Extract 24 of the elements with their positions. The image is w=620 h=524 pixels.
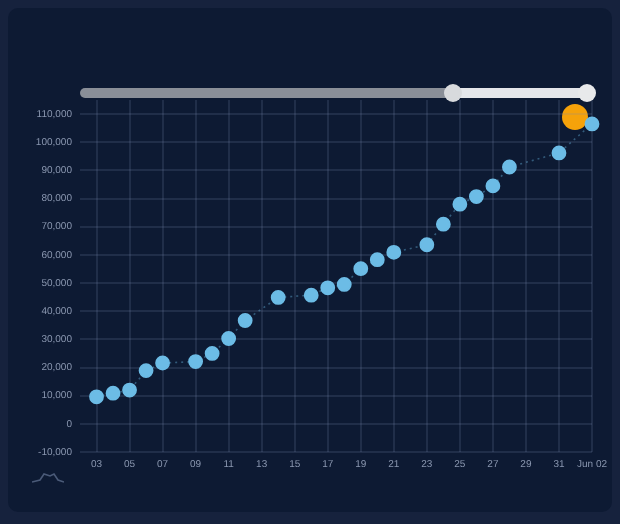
point: [89, 389, 104, 405]
point: [122, 382, 137, 398]
point: [386, 244, 402, 260]
point: [452, 196, 468, 212]
point: [485, 178, 501, 194]
point: [221, 331, 237, 346]
point: [188, 354, 204, 370]
point: [204, 346, 220, 361]
point: [270, 290, 286, 305]
point: [435, 216, 451, 232]
point: [584, 116, 600, 132]
point: [237, 313, 253, 328]
point: [320, 280, 336, 296]
point: [502, 159, 517, 175]
point: [303, 287, 319, 303]
point: [353, 261, 369, 277]
point: [419, 237, 435, 253]
point: [468, 189, 484, 204]
point: [155, 355, 170, 371]
point: [369, 252, 385, 268]
point: [336, 277, 352, 292]
point: [551, 145, 567, 161]
point: [105, 385, 121, 401]
point: [138, 363, 154, 379]
